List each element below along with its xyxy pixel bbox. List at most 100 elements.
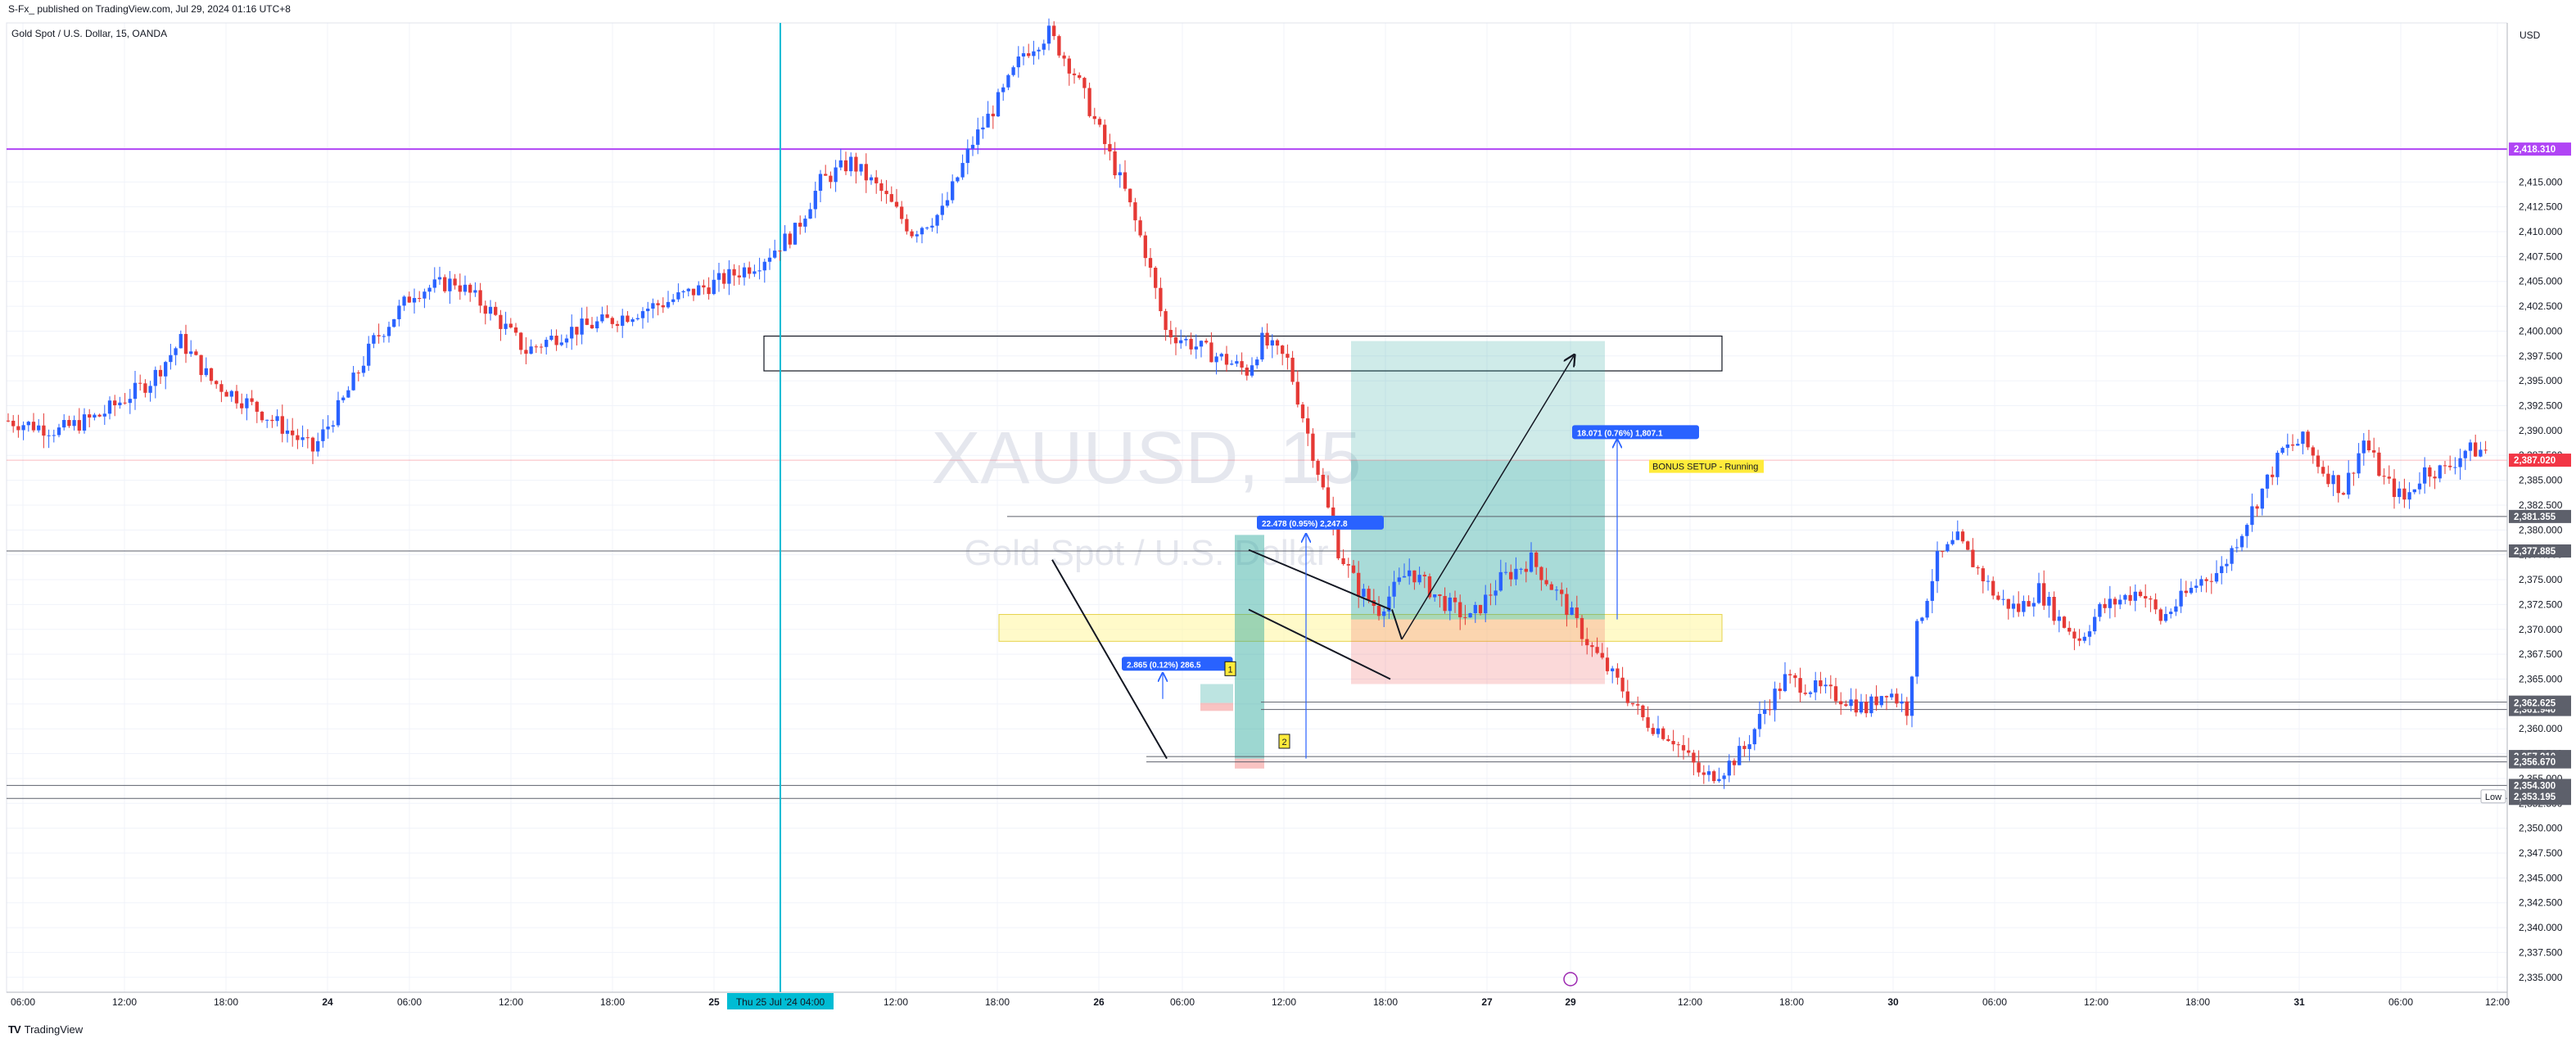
- x-tick-label: 12:00: [1678, 996, 1702, 1008]
- candle-body: [889, 194, 893, 202]
- tradingview-brand[interactable]: TV TradingView: [8, 1023, 83, 1036]
- candle-body: [732, 269, 736, 276]
- candle-body: [1087, 88, 1091, 116]
- candle-body: [2407, 492, 2411, 500]
- candle-body: [843, 160, 848, 172]
- candle-body: [894, 201, 899, 207]
- candle-body: [1946, 544, 1950, 552]
- measure-label: 22.478 (0.95%) 2,247.8: [1262, 520, 1348, 529]
- candle-body: [1281, 345, 1285, 354]
- measure-label: 2.865 (0.12%) 286.5: [1127, 661, 1201, 670]
- candle-body: [1133, 202, 1137, 221]
- y-tick-label: 2,400.000: [2519, 325, 2563, 336]
- candle-body: [1920, 617, 1924, 621]
- level-tag: 2,356.670: [2514, 758, 2556, 768]
- candle-body: [1336, 527, 1340, 558]
- candle-body: [1727, 761, 1731, 776]
- candle-body: [1382, 611, 1386, 616]
- candle-body: [2047, 597, 2051, 606]
- candle-body: [31, 422, 36, 431]
- candle-body: [1214, 356, 1218, 363]
- candle-body: [970, 144, 975, 149]
- candle-body: [585, 318, 589, 325]
- candle-body: [143, 383, 147, 393]
- candle-body: [1427, 576, 1432, 598]
- x-tick-label: 12:00: [499, 996, 523, 1008]
- candle-body: [204, 368, 208, 376]
- candle-body: [630, 318, 635, 323]
- candle-body: [1006, 74, 1010, 88]
- candle-body: [986, 113, 990, 128]
- level-tag-bg: [2509, 779, 2571, 792]
- candle-body: [879, 183, 884, 192]
- candle-body: [1747, 744, 1751, 749]
- candle-body: [2220, 566, 2224, 574]
- candle-body: [1620, 677, 1625, 692]
- candle-body: [991, 113, 995, 117]
- candle-body: [1717, 779, 1721, 782]
- candle-body: [1824, 684, 1828, 687]
- candle-body: [1194, 346, 1198, 350]
- candle-body: [2474, 442, 2478, 457]
- lightning-icon: [1563, 972, 1578, 987]
- candle-body: [2468, 442, 2473, 451]
- candle-body: [331, 425, 335, 427]
- candle-body: [722, 273, 726, 284]
- candle-body: [2402, 488, 2407, 500]
- candle-body: [174, 348, 178, 355]
- candle-body: [2448, 465, 2452, 467]
- candle-body: [418, 298, 422, 300]
- candle-body: [1661, 728, 1665, 739]
- candle-body: [748, 267, 752, 274]
- candle-body: [164, 362, 168, 377]
- annotation-bg: [1649, 459, 1764, 473]
- candle-body: [1286, 354, 1290, 358]
- price-tag: 2,353.195: [2514, 792, 2556, 802]
- candle-body: [386, 327, 391, 336]
- y-tick-label: 2,345.000: [2519, 872, 2563, 883]
- price-tag-bg: [2509, 789, 2571, 803]
- candle-body: [2068, 627, 2072, 632]
- candle-body: [945, 200, 950, 206]
- candle-body: [2108, 598, 2112, 608]
- candle-body: [1738, 746, 1742, 765]
- candle-body: [1173, 337, 1178, 344]
- candle-body: [1067, 58, 1071, 74]
- candle-body: [1544, 580, 1548, 585]
- y-tick-label: 2,367.500: [2519, 648, 2563, 660]
- candle-body: [2280, 448, 2285, 454]
- candle-body: [951, 181, 955, 201]
- candle-body: [727, 269, 731, 284]
- candle-body: [392, 318, 396, 327]
- candle-body: [549, 336, 554, 341]
- price-tag-bg: [2509, 696, 2571, 710]
- candle-body: [1082, 78, 1087, 88]
- candle-body: [1671, 741, 1675, 745]
- candle-body: [874, 177, 879, 183]
- x-tick-label: 12:00: [884, 996, 908, 1008]
- candle-body: [2245, 525, 2249, 536]
- candle-body: [336, 400, 341, 426]
- level-tag-bg: [2509, 509, 2571, 523]
- candle-body: [1509, 571, 1513, 580]
- candle-body: [849, 156, 853, 172]
- candle-body: [824, 174, 828, 176]
- candle-body: [2082, 636, 2086, 641]
- candle-body: [2326, 473, 2330, 485]
- candle-body: [1600, 652, 1604, 658]
- candle-body: [1092, 115, 1096, 120]
- candle-body: [1052, 25, 1056, 37]
- candle-body: [1879, 696, 1883, 706]
- candle-body: [1037, 49, 1041, 52]
- x-tick-label: 18:00: [214, 996, 238, 1008]
- candle-body: [793, 223, 798, 245]
- candle-body: [2230, 548, 2234, 564]
- x-tick-label: 18:00: [1779, 996, 1804, 1008]
- candle-body: [1103, 124, 1107, 144]
- candle-body: [1687, 750, 1691, 753]
- candle-body: [2225, 563, 2229, 567]
- candle-body: [148, 386, 152, 393]
- candle-body: [1392, 581, 1396, 597]
- candle-body: [1143, 235, 1147, 259]
